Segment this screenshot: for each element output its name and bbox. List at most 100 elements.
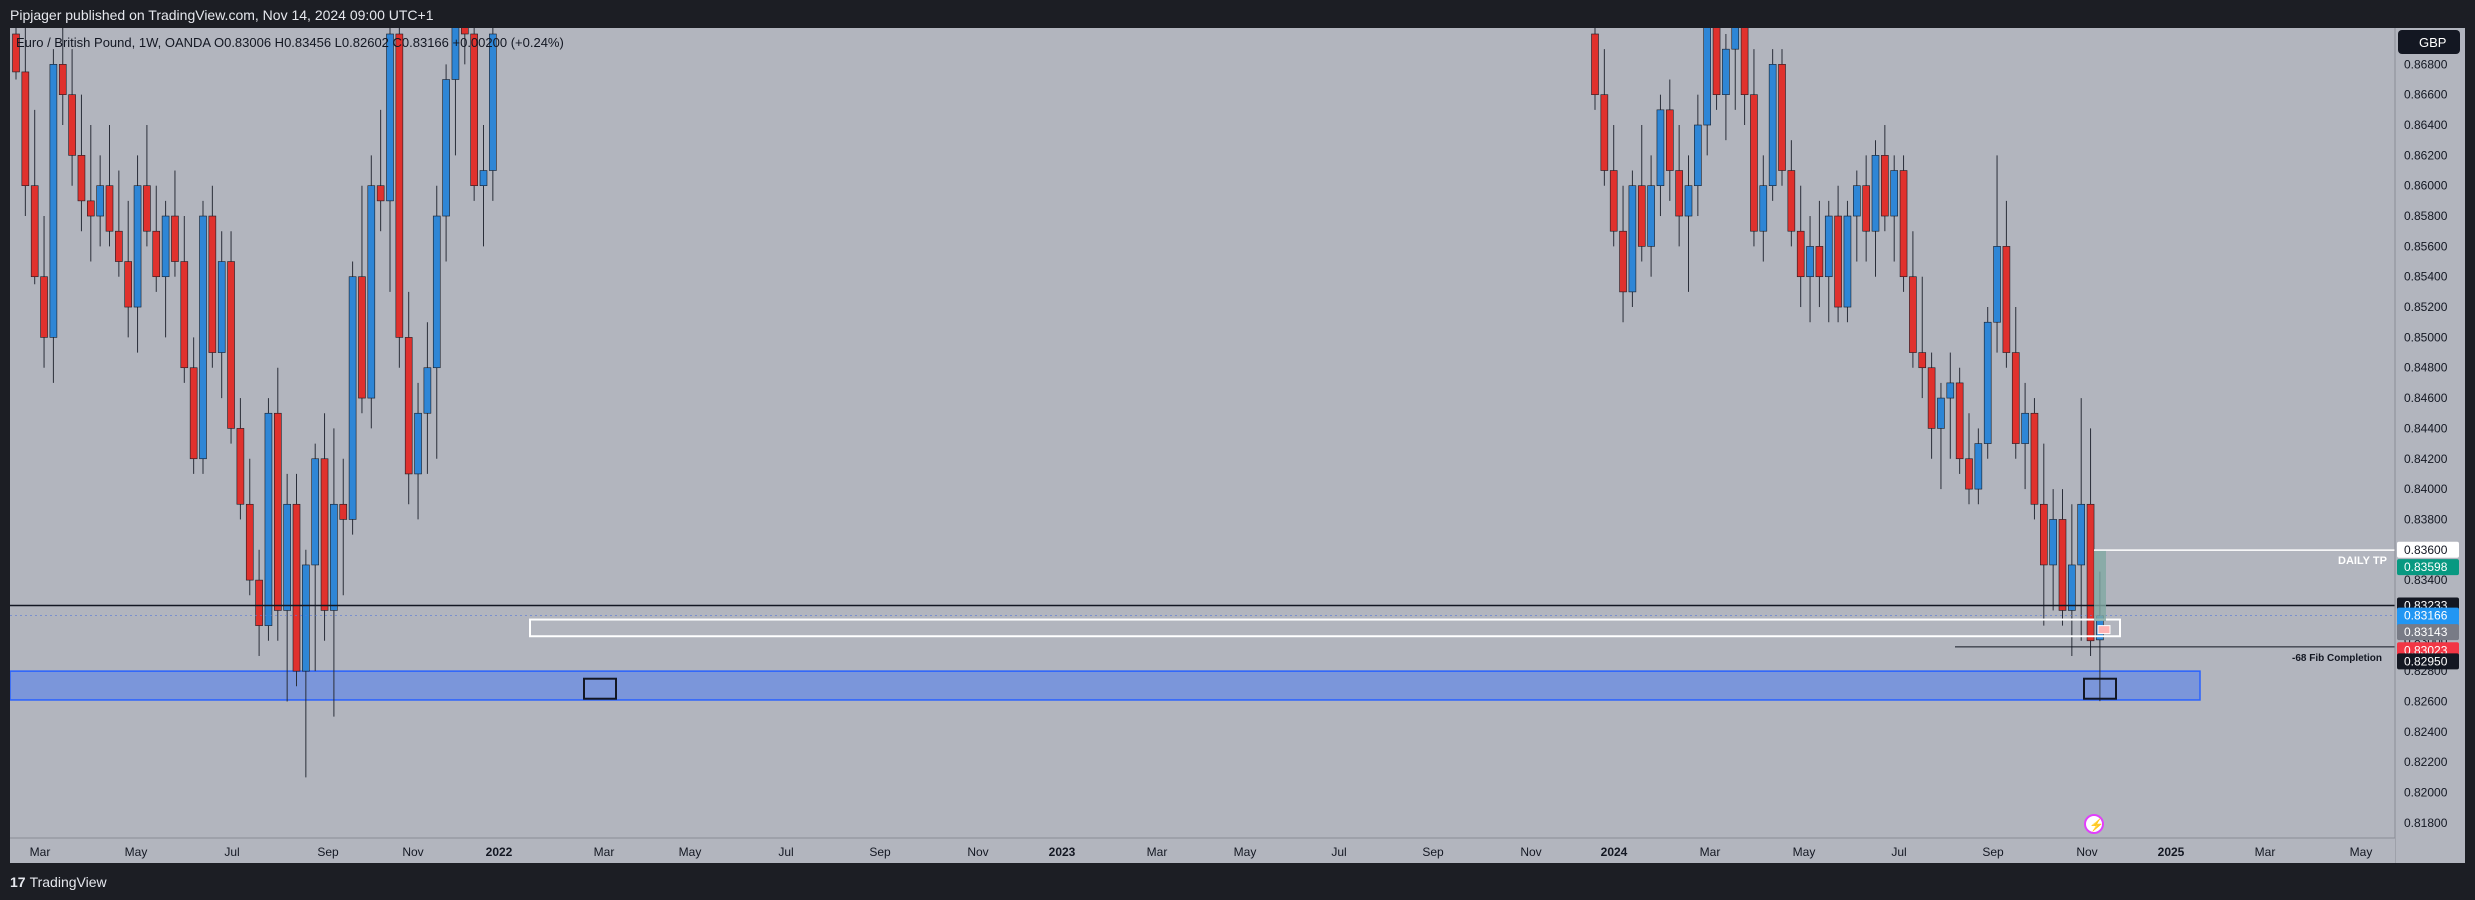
time-tick-label: May <box>125 845 148 859</box>
candle-body <box>367 185 376 399</box>
candle-body <box>40 276 48 338</box>
time-tick-label: Sep <box>869 845 891 859</box>
candle-body <box>1806 246 1814 278</box>
candle-body <box>1909 276 1917 353</box>
currency-badge[interactable]: GBP <box>2398 30 2460 54</box>
chart-frame[interactable]: DAILY TP -68 Fib Completion 0.86800 0.8660… <box>9 0 2465 863</box>
price-badge[interactable]: 0.83600 <box>2397 541 2459 558</box>
candle-body <box>21 71 30 186</box>
price-badge-label: 0.83600 <box>2404 543 2448 557</box>
time-tick-label: Nov <box>967 845 988 859</box>
time-tick-label: Nov <box>2076 845 2097 859</box>
candle-body <box>404 337 413 475</box>
candle-body <box>133 185 142 308</box>
candle-body <box>339 503 348 520</box>
candle-body <box>49 64 58 338</box>
price-tick-label: 0.82000 <box>2404 785 2448 799</box>
price-badge-bg <box>2397 624 2459 641</box>
footer-bar: 17 TradingView <box>0 863 2475 900</box>
price-badge-label: 0.82950 <box>2404 654 2448 668</box>
price-tick-label: 0.85000 <box>2404 330 2448 344</box>
candle-body <box>2068 564 2076 611</box>
candle-body <box>442 79 450 217</box>
price-chart[interactable]: DAILY TP -68 Fib Completion 0.86800 0.8660… <box>9 0 2465 863</box>
chart-background <box>10 28 2465 863</box>
candle-body <box>1619 230 1627 293</box>
candle-body <box>105 185 114 232</box>
daily-tp-label: DAILY TP <box>2338 555 2387 567</box>
candle-body <box>376 185 385 202</box>
candle-body <box>2011 352 2020 444</box>
candle-body <box>96 185 104 217</box>
publisher-bar: Pipjager published on TradingView.com, N… <box>0 0 2475 28</box>
price-badge-label: 0.83143 <box>2404 625 2448 639</box>
candle-body <box>1768 64 1777 186</box>
tradingview-logo-icon: 17 <box>10 874 26 890</box>
candle-body <box>227 261 235 429</box>
candle-body <box>1694 124 1702 186</box>
candle-body <box>255 579 263 626</box>
candle-body <box>1712 3 1721 95</box>
candle-body <box>77 155 86 202</box>
candle-body <box>1731 18 1740 50</box>
candle-body <box>423 367 432 414</box>
candle-body <box>1993 246 2001 323</box>
symbol-legend: Euro / British Pound, 1W, OANDA O0.83006… <box>16 35 564 50</box>
candle-body <box>1871 155 1880 232</box>
time-tick-label: Mar <box>594 845 615 859</box>
tradingview-logo[interactable]: 17 TradingView <box>10 874 107 890</box>
price-badge-bg <box>2397 541 2459 558</box>
candle-body <box>1722 48 1730 95</box>
lightning-icon[interactable]: ⚡ <box>2084 814 2104 834</box>
publisher-line: Pipjager published on TradingView.com, N… <box>10 7 434 23</box>
tp-box <box>2094 550 2106 622</box>
candle-body <box>1787 170 1796 232</box>
candle-body <box>489 33 497 171</box>
candle-body <box>283 503 291 611</box>
support-zone <box>9 670 2201 701</box>
price-tick-label: 0.82600 <box>2404 694 2448 708</box>
candle-body <box>1628 185 1637 293</box>
candle-body <box>30 185 39 278</box>
candle-body <box>414 412 422 475</box>
price-badge-label: 0.83166 <box>2404 609 2448 623</box>
price-axis[interactable]: 0.86800 0.86600 0.86400 0.86200 0.86000 0.858… <box>2394 28 2465 863</box>
candle-body <box>1946 382 1955 399</box>
fib-label: -68 Fib Completion <box>2292 653 2382 664</box>
candle-body <box>1740 18 1749 95</box>
svg-text:⚡: ⚡ <box>2089 818 2104 832</box>
candle-body <box>1796 230 1805 278</box>
candle-body <box>1703 3 1711 126</box>
candle-body <box>1600 94 1609 171</box>
time-tick-label: May <box>1234 845 1257 859</box>
candle-body <box>58 64 67 95</box>
candle-body <box>87 200 95 217</box>
time-tick-label: 2024 <box>1601 845 1628 859</box>
candle-body <box>1937 397 1945 429</box>
time-tick-label: Mar <box>2255 845 2276 859</box>
candle-body <box>1918 352 1927 369</box>
candles-layer <box>12 0 2104 778</box>
candle-body <box>1656 109 1665 186</box>
price-badge[interactable]: 0.83166 <box>2397 607 2459 624</box>
candle-body <box>1824 215 1833 278</box>
support-marker-left <box>583 677 617 700</box>
price-badge[interactable]: 0.83598 <box>2397 559 2459 576</box>
white-level-box <box>529 618 2121 638</box>
candle-body <box>311 458 320 566</box>
price-tick-label: 0.86400 <box>2404 118 2448 132</box>
price-badge-bg <box>2397 653 2459 670</box>
price-badge[interactable]: 0.83143 <box>2397 624 2459 641</box>
time-tick-label: Jul <box>778 845 793 859</box>
candle-body <box>358 276 366 399</box>
time-tick-label: Mar <box>1700 845 1721 859</box>
candle-body <box>395 33 404 338</box>
time-tick-label: Sep <box>1982 845 2004 859</box>
price-badge[interactable]: 0.82950 <box>2397 653 2459 670</box>
price-tick-label: 0.86200 <box>2404 148 2448 162</box>
price-badge-bg <box>2397 607 2459 624</box>
time-axis[interactable]: Mar May Jul Sep Nov 2022 Mar May Jul Sep Nov 2023 Ma… <box>10 837 2395 863</box>
price-tick-label: 0.84600 <box>2404 391 2448 405</box>
price-tick-label: 0.83800 <box>2404 512 2448 526</box>
price-tick-label: 0.85200 <box>2404 300 2448 314</box>
